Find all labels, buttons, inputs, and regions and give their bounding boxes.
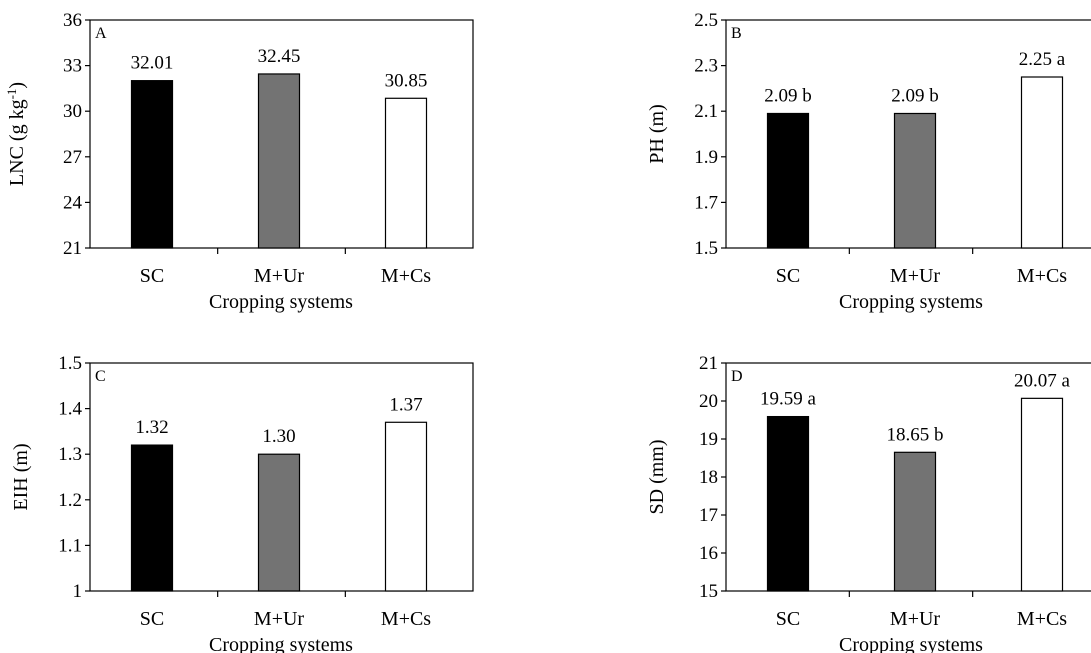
x-axis-title: Cropping systems (839, 634, 983, 653)
bar-m-ur (257, 453, 301, 592)
y-tick-label: 15 (699, 581, 718, 602)
data-label: 18.65 b (887, 424, 944, 445)
data-label: 30.85 (385, 70, 428, 91)
y-axis-title: EIH (m) (10, 443, 32, 510)
bar-m-cs (1020, 76, 1064, 249)
y-tick-label: 1.1 (58, 535, 82, 556)
data-labels: 2.09 b 2.09 b 2.25 a (764, 49, 1066, 106)
panel-letter: A (95, 25, 107, 42)
bar-m-cs (384, 97, 428, 249)
data-label: 32.45 (258, 46, 301, 67)
y-ticks: 1 1.1 1.2 1.3 1.4 1.5 (58, 353, 90, 602)
y-tick-label: 1.5 (694, 238, 718, 259)
y-tick-label: 24 (63, 192, 83, 213)
category-label: SC (776, 608, 800, 630)
bars (766, 397, 1064, 592)
category-label: M+Cs (381, 265, 431, 287)
category-label: M+Ur (890, 608, 941, 630)
bars (766, 76, 1064, 249)
bar-sc (766, 415, 810, 592)
y-tick-label: 1 (73, 581, 83, 602)
data-label: 1.32 (135, 417, 168, 438)
bar-m-ur (257, 73, 301, 249)
y-tick-label: 2.3 (694, 56, 718, 77)
y-tick-label: 2.1 (694, 101, 718, 122)
data-labels: 19.59 a 18.65 b 20.07 a (760, 370, 1071, 445)
y-tick-label: 36 (63, 10, 82, 31)
panel-d: D 15 16 17 18 19 20 21 19.59 a 18.65 b 20.07 a S… (646, 353, 1091, 653)
y-axis-title: PH (m) (646, 104, 668, 163)
y-tick-label: 1.9 (694, 147, 718, 168)
category-label: M+Cs (1017, 265, 1067, 287)
data-labels: 1.32 1.30 1.37 (135, 394, 422, 447)
data-label: 32.01 (131, 53, 174, 74)
y-tick-label: 1.7 (694, 192, 718, 213)
y-tick-label: 19 (699, 429, 718, 450)
panel-letter: C (95, 368, 106, 385)
panel-letter: B (731, 25, 742, 42)
y-tick-label: 33 (63, 56, 82, 77)
bar-m-ur (893, 451, 937, 592)
panel-a: A 21 24 27 30 33 36 32.01 32.45 30.85 SC M+Ur M+C… (4, 10, 474, 313)
y-tick-label: 16 (699, 543, 718, 564)
y-tick-label: 18 (699, 467, 718, 488)
x-ticks: SC M+Ur M+Cs (140, 248, 431, 287)
x-axis-title: Cropping systems (209, 634, 353, 653)
data-label: 1.30 (262, 426, 295, 447)
y-ticks: 1.5 1.7 1.9 2.1 2.3 2.5 (694, 10, 726, 259)
y-tick-label: 1.5 (58, 353, 82, 374)
y-tick-label: 1.2 (58, 490, 82, 511)
y-tick-label: 21 (63, 238, 82, 259)
y-ticks: 15 16 17 18 19 20 21 (699, 353, 726, 602)
y-tick-label: 17 (699, 505, 718, 526)
bar-sc (130, 444, 174, 592)
data-label: 19.59 a (760, 389, 817, 410)
category-label: SC (140, 265, 164, 287)
category-label: SC (776, 265, 800, 287)
data-label: 2.09 b (764, 85, 812, 106)
bar-m-cs (384, 421, 428, 592)
x-ticks: SC M+Ur M+Cs (776, 248, 1067, 287)
data-label: 1.37 (389, 394, 422, 415)
y-tick-label: 30 (63, 101, 82, 122)
y-tick-label: 20 (699, 391, 718, 412)
y-tick-label: 1.3 (58, 444, 82, 465)
bar-sc (130, 80, 174, 249)
data-labels: 32.01 32.45 30.85 (131, 46, 428, 91)
category-label: M+Cs (381, 608, 431, 630)
y-axis-title: LNC (g kg-1) (4, 82, 28, 186)
panel-c: C 1 1.1 1.2 1.3 1.4 1.5 1.32 1.30 1.37 SC M+Ur M+… (10, 353, 474, 653)
y-ticks: 21 24 27 30 33 36 (63, 10, 90, 259)
bars (130, 73, 428, 249)
y-tick-label: 2.5 (694, 10, 718, 31)
x-ticks: SC M+Ur M+Cs (140, 591, 431, 630)
data-label: 2.25 a (1019, 49, 1066, 70)
data-label: 2.09 b (891, 85, 939, 106)
category-label: SC (140, 608, 164, 630)
y-tick-label: 1.4 (58, 399, 82, 420)
category-label: M+Ur (254, 608, 305, 630)
data-label: 20.07 a (1014, 370, 1071, 391)
x-axis-title: Cropping systems (209, 291, 353, 313)
bar-m-cs (1020, 397, 1064, 592)
category-label: M+Ur (890, 265, 941, 287)
category-label: M+Cs (1017, 608, 1067, 630)
category-label: M+Ur (254, 265, 305, 287)
panel-letter: D (731, 368, 743, 385)
panel-b: B 1.51.71.92.12.32.5 2.09 b 2.09 b2.25 a … (646, 10, 1091, 313)
y-axis-title: SD (mm) (646, 440, 668, 515)
y-tick-label: 27 (63, 147, 82, 168)
bar-m-ur (893, 112, 937, 249)
x-ticks: SC M+Ur M+Cs (776, 591, 1067, 630)
y-tick-label: 21 (699, 353, 718, 374)
bar-sc (766, 112, 810, 249)
bars (130, 421, 428, 592)
x-axis-title: Cropping systems (839, 291, 983, 313)
